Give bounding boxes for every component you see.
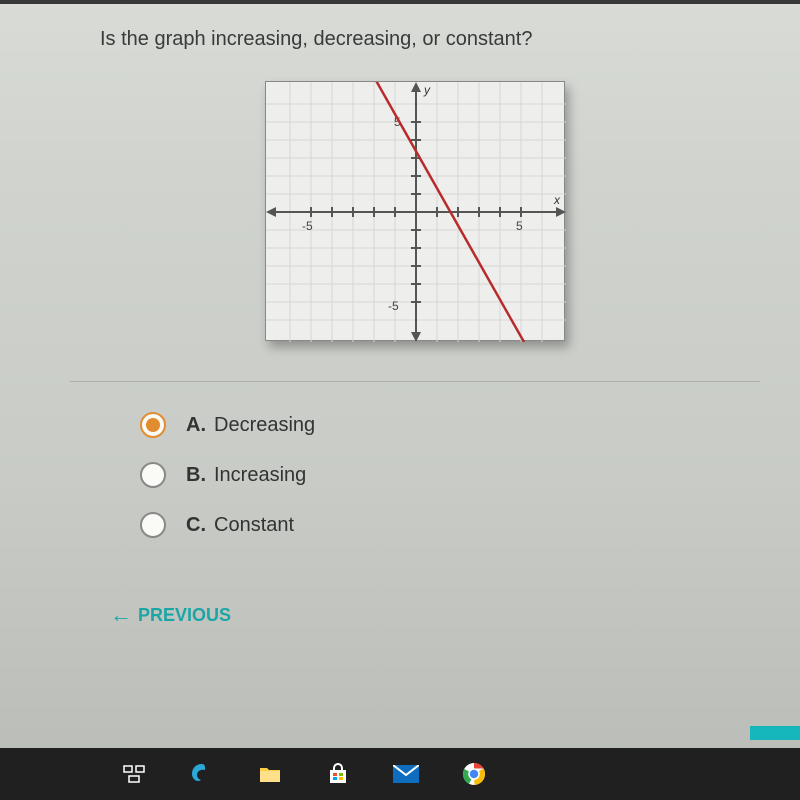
store-icon[interactable]: [324, 760, 352, 788]
task-view-icon[interactable]: [120, 760, 148, 788]
option-a-letter: A.: [186, 414, 206, 437]
radio-a[interactable]: [140, 412, 166, 438]
option-c-letter: C.: [186, 514, 206, 537]
radio-b[interactable]: [140, 462, 166, 488]
option-c[interactable]: C. Constant: [140, 512, 730, 538]
option-a-text: Decreasing: [214, 414, 315, 437]
divider: [70, 381, 760, 382]
previous-button[interactable]: ← PREVIOUS: [110, 602, 231, 628]
xtick-5: 5: [516, 219, 523, 233]
ytick-neg5: -5: [388, 299, 399, 313]
windows-taskbar[interactable]: [0, 748, 800, 800]
option-b[interactable]: B. Increasing: [140, 462, 730, 488]
radio-c[interactable]: [140, 512, 166, 538]
option-c-text: Constant: [214, 514, 294, 537]
file-explorer-icon[interactable]: [256, 760, 284, 788]
graph-container: 5 -5 -5 5 y x: [100, 81, 730, 341]
question-text: Is the graph increasing, decreasing, or …: [100, 28, 730, 51]
previous-label: PREVIOUS: [138, 605, 231, 626]
xtick-neg5: -5: [302, 219, 313, 233]
option-a[interactable]: A. Decreasing: [140, 412, 730, 438]
option-b-text: Increasing: [214, 464, 306, 487]
quiz-content: Is the graph increasing, decreasing, or …: [0, 0, 800, 628]
chrome-icon[interactable]: [460, 760, 488, 788]
x-axis-label: x: [553, 193, 561, 207]
mail-icon[interactable]: [392, 760, 420, 788]
answer-options: A. Decreasing B. Increasing C. Constant: [140, 412, 730, 538]
screen-bezel: [0, 0, 800, 4]
option-b-letter: B.: [186, 464, 206, 487]
progress-indicator: [750, 726, 800, 740]
edge-icon[interactable]: [188, 760, 216, 788]
y-axis-label: y: [423, 83, 431, 97]
coordinate-graph: 5 -5 -5 5 y x: [265, 81, 565, 341]
arrow-left-icon: ←: [110, 602, 132, 628]
